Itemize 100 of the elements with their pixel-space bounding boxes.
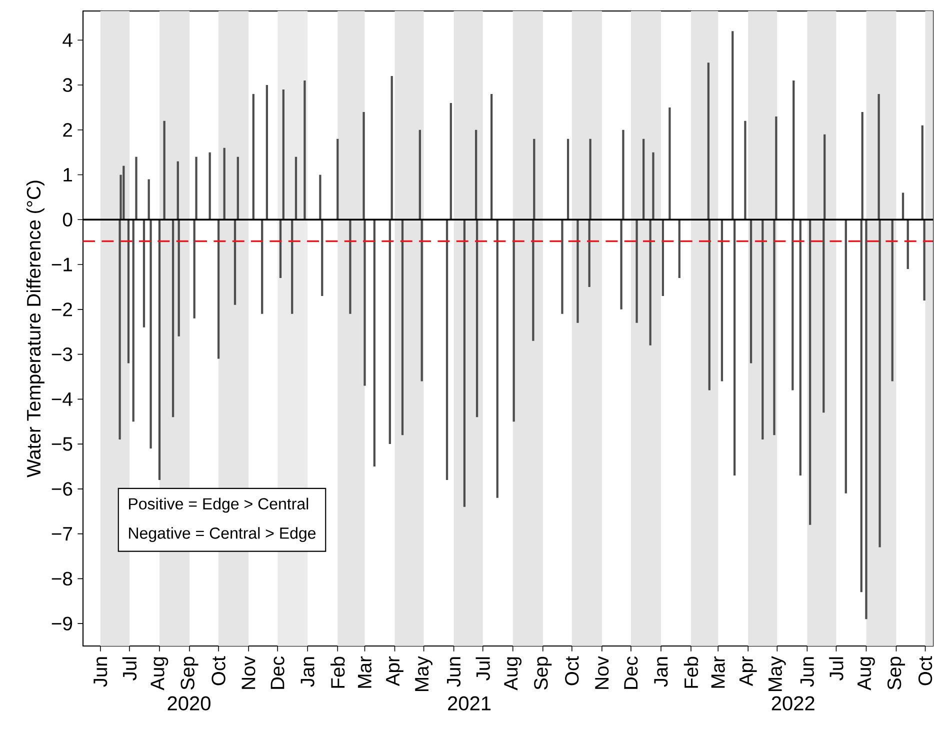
y-tick-label: 3 [62, 78, 72, 92]
bar [208, 152, 211, 220]
bar [750, 220, 752, 364]
x-tick-label: Mar [358, 656, 372, 688]
bar [336, 138, 339, 220]
annotation: Negative = Central > Edge [129, 527, 316, 542]
bar [122, 166, 125, 220]
bar [450, 102, 452, 220]
x-tick-label: May [415, 656, 432, 691]
bar [279, 220, 282, 278]
bar [668, 107, 671, 220]
bar [566, 138, 570, 220]
x-tick-label: Jun [800, 657, 814, 687]
bar [291, 220, 294, 314]
x-tick-label: Jan [654, 657, 668, 687]
x-tick-label: Sep [534, 656, 552, 690]
bar [762, 220, 764, 440]
bar [844, 220, 847, 494]
bar [662, 220, 664, 296]
y-tick-label: −5 [52, 437, 72, 451]
bar [744, 120, 746, 220]
bar [496, 220, 498, 498]
bar [420, 220, 423, 382]
bar [266, 85, 268, 220]
y-tick-label: −9 [52, 616, 72, 630]
y-axis-title: Water Temperature Difference (°C) [26, 180, 44, 478]
x-tick-label: Jun [94, 657, 108, 687]
bar [891, 220, 894, 382]
x-tick-label: Aug [150, 657, 168, 690]
y-tick-label: −4 [52, 392, 72, 406]
bar [902, 192, 904, 220]
annotation: Positive = Edge > Central [129, 498, 308, 513]
y-tick-label: 1 [64, 168, 72, 182]
bar [373, 220, 376, 466]
bar [172, 220, 174, 418]
x-tick-label: Oct [565, 656, 579, 686]
x-tick-label: Dec [270, 656, 284, 689]
bar [576, 220, 579, 323]
bar [304, 80, 306, 220]
x-tick-label: Sep [887, 656, 905, 690]
bar [349, 220, 352, 314]
bar [809, 220, 812, 525]
x-tick-label: Dec [624, 656, 638, 689]
bar [236, 156, 239, 220]
bar [158, 220, 161, 480]
bar [234, 220, 236, 305]
bar [132, 220, 134, 422]
y-tick-label: −1 [52, 258, 72, 272]
text: 2020 [168, 696, 210, 710]
bar [732, 31, 734, 220]
x-tick-label: Jul [829, 657, 844, 680]
bar [636, 220, 638, 323]
bar [649, 220, 652, 346]
y-tick-label: 0 [62, 212, 72, 227]
bar [678, 220, 680, 278]
bar [135, 156, 138, 220]
x-tick-label: Mar [711, 656, 725, 688]
bar [799, 220, 802, 476]
bar [261, 220, 264, 314]
bar [390, 76, 393, 220]
text: 2021 [448, 696, 491, 710]
bar [463, 220, 466, 507]
y-tick-label: −8 [52, 572, 72, 586]
bar [446, 220, 448, 480]
x-tick-label: Oct [918, 656, 932, 686]
x-tick-label: Nov [595, 656, 609, 689]
x-tick-label: Sep [180, 656, 198, 690]
x-tick-label: Aug [504, 657, 522, 690]
bar [401, 220, 404, 436]
x-tick-label: May [768, 656, 786, 691]
x-tick-label: Apr [386, 656, 404, 686]
bar [223, 148, 226, 220]
bar [642, 138, 645, 220]
bar [163, 120, 166, 220]
x-tick-label: Oct [212, 656, 226, 686]
x-tick-label: Jun [447, 657, 461, 687]
x-tick-label: Feb [684, 656, 698, 688]
y-tick-label: −2 [52, 302, 72, 316]
y-tick-label: −3 [52, 347, 72, 362]
x-tick-label: Aug [858, 657, 875, 690]
bar [294, 156, 298, 220]
bar [127, 220, 130, 364]
bar [720, 220, 724, 382]
bar [252, 94, 254, 220]
bar [865, 220, 868, 620]
x-tick-label: Feb [330, 656, 345, 688]
y-tick-label: −6 [52, 482, 72, 496]
bar [418, 130, 421, 220]
bar [561, 220, 564, 314]
bar [490, 94, 493, 220]
x-tick-label: Jul [122, 657, 137, 680]
bar [652, 152, 654, 220]
bar [142, 220, 146, 328]
x-tick-label: Nov [242, 656, 256, 689]
x-tick-label: Jan [300, 657, 314, 687]
bar [282, 90, 284, 220]
bar [512, 220, 515, 422]
y-tick-label: −7 [52, 527, 72, 540]
x-tick-label: Apr [739, 656, 757, 686]
bar [217, 220, 220, 359]
